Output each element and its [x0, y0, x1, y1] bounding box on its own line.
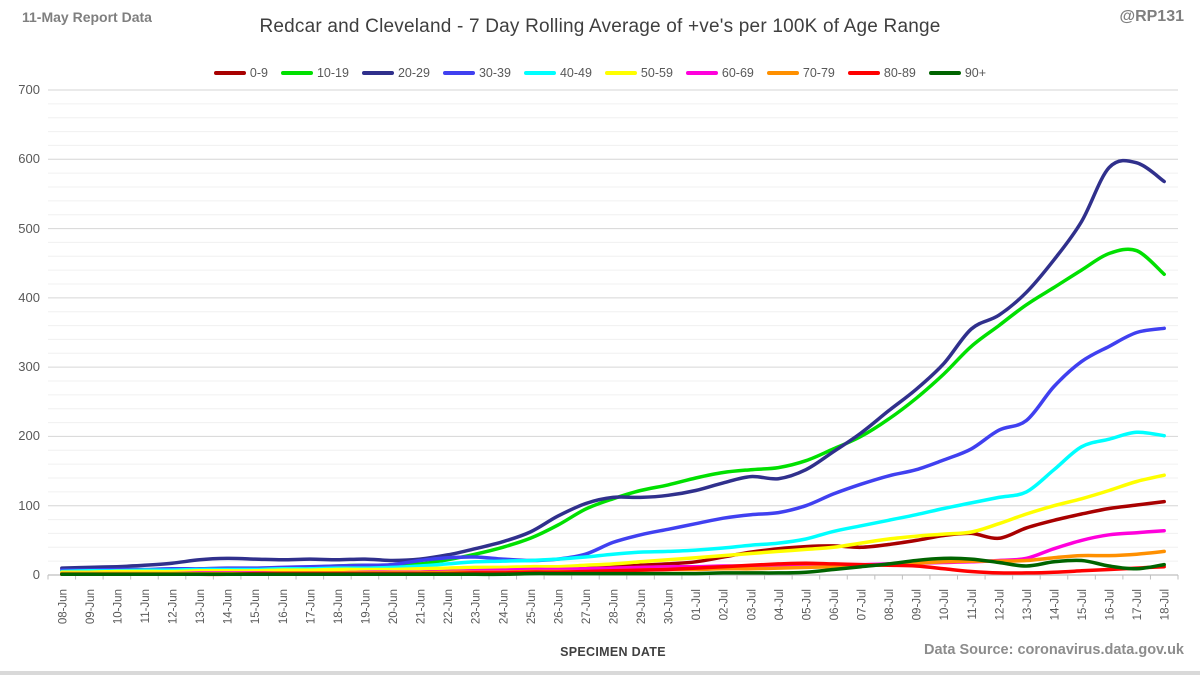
report-date-label: 11-May Report Data — [22, 9, 152, 25]
y-tick-label: 700 — [18, 82, 40, 97]
legend-swatch-icon — [361, 71, 394, 75]
x-tick-label: 23-Jun — [471, 589, 483, 624]
legend-label: 30-39 — [478, 66, 511, 80]
legend-swatch-icon — [847, 71, 880, 75]
x-tick-label: 16-Jul — [1105, 589, 1117, 620]
legend-item-0-9: 0-9 — [213, 66, 268, 80]
x-tick-label: 15-Jun — [250, 589, 262, 624]
x-tick-label: 10-Jun — [112, 589, 124, 624]
x-tick-label: 26-Jun — [553, 589, 565, 624]
y-tick-label: 200 — [18, 428, 40, 444]
x-tick-label: 18-Jul — [1160, 589, 1172, 620]
legend-item-50-59: 50-59 — [604, 66, 673, 80]
legend-label: 0-9 — [249, 66, 268, 80]
legend-label: 40-49 — [559, 66, 592, 80]
x-tick-label: 14-Jul — [1049, 589, 1061, 620]
x-axis-title: SPECIMEN DATE — [560, 645, 666, 659]
x-tick-label: 13-Jun — [195, 589, 207, 624]
legend-swatch-icon — [523, 71, 556, 75]
legend-swatch-icon — [280, 71, 313, 75]
x-tick-label: 09-Jul — [912, 589, 924, 620]
x-tick-label: 22-Jun — [443, 589, 455, 624]
x-tick-label: 01-Jul — [691, 589, 703, 620]
x-tick-label: 27-Jun — [581, 589, 593, 624]
series-line-50-59 — [60, 473, 1166, 574]
legend-swatch-icon — [604, 71, 637, 75]
y-tick-label: 0 — [32, 567, 40, 582]
legend-item-10-19: 10-19 — [280, 66, 349, 80]
legend-item-20-29: 20-29 — [361, 66, 430, 80]
legend-item-30-39: 30-39 — [442, 66, 511, 80]
chart-title: Redcar and Cleveland - 7 Day Rolling Ave… — [259, 16, 941, 37]
legend-item-90+: 90+ — [928, 66, 987, 80]
legend-swatch-icon — [442, 71, 475, 75]
series-line-20-29 — [60, 158, 1166, 570]
x-tick-label: 13-Jul — [1022, 589, 1034, 620]
x-tick-label: 30-Jun — [664, 589, 676, 624]
legend-label: 90+ — [964, 66, 987, 80]
x-tick-label: 20-Jun — [388, 589, 400, 624]
legend-item-80-89: 80-89 — [847, 66, 916, 80]
series-line-90+ — [60, 556, 1166, 577]
x-tick-label: 16-Jun — [278, 589, 290, 624]
legend-item-60-69: 60-69 — [685, 66, 754, 80]
x-tick-label: 12-Jun — [168, 589, 180, 624]
y-tick-label: 600 — [18, 151, 40, 167]
legend-item-40-49: 40-49 — [523, 66, 592, 80]
x-tick-label: 02-Jul — [719, 589, 731, 620]
x-tick-label: 25-Jun — [526, 589, 538, 624]
x-tick-label: 18-Jun — [333, 589, 345, 624]
x-tick-label: 10-Jul — [939, 589, 951, 620]
data-source-label: Data Source: coronavirus.data.gov.uk — [924, 642, 1184, 658]
x-tick-label: 29-Jun — [636, 589, 648, 624]
legend-swatch-icon — [213, 71, 246, 75]
x-tick-label: 07-Jul — [857, 589, 869, 620]
x-tick-label: 08-Jun — [57, 589, 69, 624]
legend-label: 50-59 — [640, 66, 673, 80]
legend-label: 70-79 — [802, 66, 835, 80]
x-tick-label: 06-Jul — [829, 589, 841, 620]
x-tick-label: 04-Jul — [774, 589, 786, 620]
x-tick-label: 14-Jun — [223, 589, 235, 624]
legend-label: 10-19 — [316, 66, 349, 80]
x-tick-label: 05-Jul — [801, 589, 813, 620]
author-handle: @RP131 — [1119, 8, 1184, 25]
y-tick-label: 500 — [18, 220, 40, 236]
x-tick-label: 17-Jun — [305, 589, 317, 624]
x-tick-label: 08-Jul — [884, 589, 896, 620]
x-tick-label: 09-Jun — [85, 589, 97, 624]
legend-swatch-icon — [766, 71, 799, 75]
legend-swatch-icon — [685, 71, 718, 75]
legend-item-70-79: 70-79 — [766, 66, 835, 80]
x-tick-label: 28-Jun — [609, 589, 621, 624]
x-tick-label: 21-Jun — [416, 589, 428, 624]
x-tick-label: 17-Jul — [1132, 589, 1144, 620]
x-tick-label: 12-Jul — [994, 589, 1006, 620]
y-tick-label: 300 — [18, 359, 40, 375]
legend: 0-9 10-19 20-29 30-39 40-49 50-59 60-69 70-79 80… — [0, 63, 1200, 83]
legend-label: 80-89 — [883, 66, 916, 80]
x-tick-label: 11-Jul — [967, 589, 979, 619]
x-tick-label: 19-Jun — [360, 589, 372, 624]
x-tick-label: 15-Jul — [1077, 589, 1089, 620]
legend-swatch-icon — [928, 71, 961, 75]
y-tick-label: 100 — [18, 497, 40, 513]
x-tick-label: 03-Jul — [746, 589, 758, 620]
legend-label: 20-29 — [397, 66, 430, 80]
series-line-40-49 — [60, 430, 1166, 574]
x-tick-label: 11-Jun — [140, 589, 152, 623]
bottom-border-bar — [0, 671, 1200, 675]
legend-label: 60-69 — [721, 66, 754, 80]
x-tick-label: 24-Jun — [498, 589, 510, 624]
y-tick-label: 400 — [18, 289, 40, 305]
